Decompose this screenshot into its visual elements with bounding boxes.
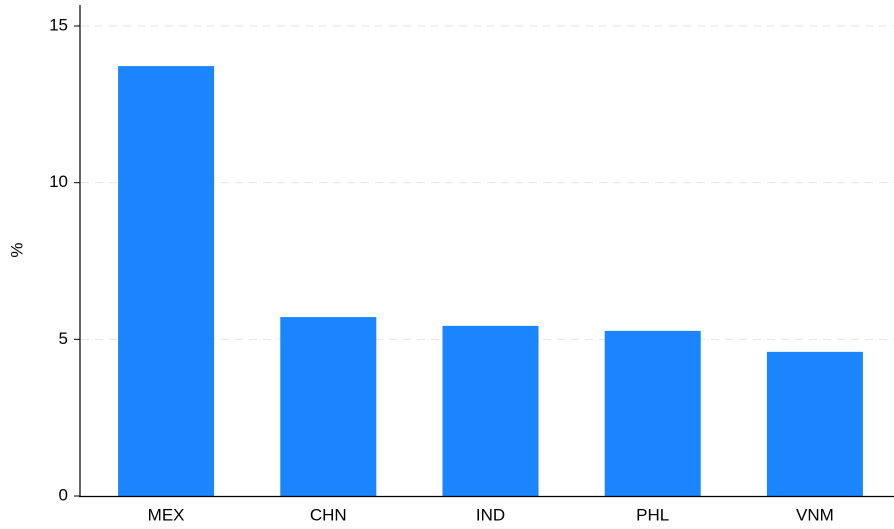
- bar: [442, 325, 539, 496]
- bar: [118, 66, 215, 497]
- x-tick-label: MEX: [148, 505, 185, 524]
- y-axis-title: %: [7, 242, 26, 257]
- y-tick-label: 5: [59, 329, 68, 348]
- x-tick-label: IND: [476, 505, 505, 524]
- bar: [280, 317, 377, 496]
- y-tick-label: 0: [59, 485, 68, 504]
- bar: [766, 351, 863, 496]
- x-tick-label: VNM: [796, 505, 834, 524]
- x-tick-label: PHL: [636, 505, 669, 524]
- y-tick-label: 15: [49, 15, 68, 34]
- y-tick-label: 10: [49, 172, 68, 191]
- x-tick-label: CHN: [310, 505, 347, 524]
- bar: [604, 330, 701, 496]
